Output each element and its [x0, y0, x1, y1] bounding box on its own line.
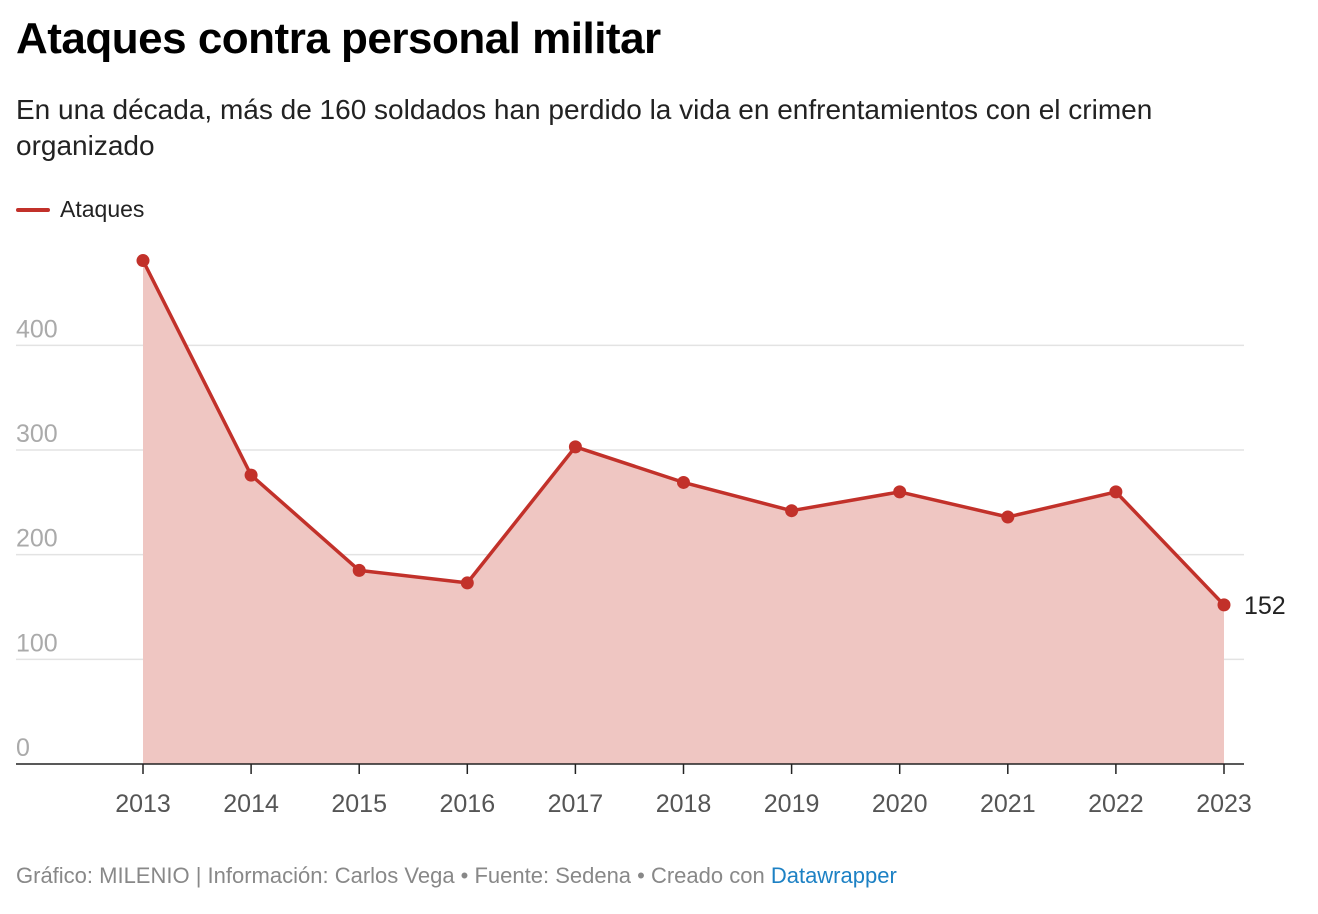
y-axis-tick-labels: 0 100 200 300 400: [16, 315, 58, 762]
x-tick-label-2023: 2023: [1196, 790, 1252, 818]
data-point-2016: [460, 576, 474, 590]
y-tick-label-400: 400: [16, 315, 58, 343]
x-tick-label-2016: 2016: [439, 790, 495, 818]
footer-credit: Gráfico: MILENIO | Información: Carlos V…: [16, 863, 771, 888]
legend: Ataques: [16, 196, 144, 223]
data-point-2020: [893, 485, 907, 499]
data-point-2014: [244, 468, 258, 482]
data-point-2017: [568, 440, 582, 454]
y-tick-label-0: 0: [16, 734, 30, 762]
x-tick-label-2021: 2021: [980, 790, 1036, 818]
chart-title: Ataques contra personal militar: [16, 14, 661, 63]
data-points: [136, 254, 1231, 612]
x-tick-label-2015: 2015: [331, 790, 387, 818]
x-axis-ticks: 2013 2014 2015 2016 2017 2018 2019 2020 2021 2022…: [115, 764, 1252, 818]
footer: Gráfico: MILENIO | Información: Carlos V…: [16, 863, 897, 889]
data-point-2023: [1217, 598, 1231, 612]
chart-subtitle: En una década, más de 160 soldados han p…: [16, 94, 1153, 161]
data-point-2018: [677, 475, 690, 489]
data-label-2023: 152: [1244, 592, 1286, 620]
y-tick-label-100: 100: [16, 629, 58, 657]
area-fill: [143, 260, 1224, 764]
x-tick-label-2020: 2020: [872, 790, 928, 818]
x-tick-label-2014: 2014: [223, 790, 279, 818]
data-point-2015: [352, 563, 366, 577]
y-tick-label-200: 200: [16, 525, 58, 553]
data-labels: 152: [1244, 592, 1286, 620]
x-tick-label-2018: 2018: [656, 790, 712, 818]
x-tick-label-2013: 2013: [115, 790, 171, 818]
data-point-2021: [1001, 510, 1015, 524]
x-tick-label-2019: 2019: [764, 790, 820, 818]
legend-label: Ataques: [60, 196, 145, 222]
legend-swatch: [16, 207, 50, 212]
data-point-2013: [136, 254, 150, 268]
x-tick-label-2017: 2017: [548, 790, 604, 818]
y-tick-label-300: 300: [16, 420, 58, 448]
data-point-2019: [785, 504, 799, 518]
datawrapper-link[interactable]: Datawrapper: [770, 863, 897, 888]
data-point-2022: [1109, 485, 1123, 499]
x-tick-label-2022: 2022: [1088, 790, 1144, 818]
